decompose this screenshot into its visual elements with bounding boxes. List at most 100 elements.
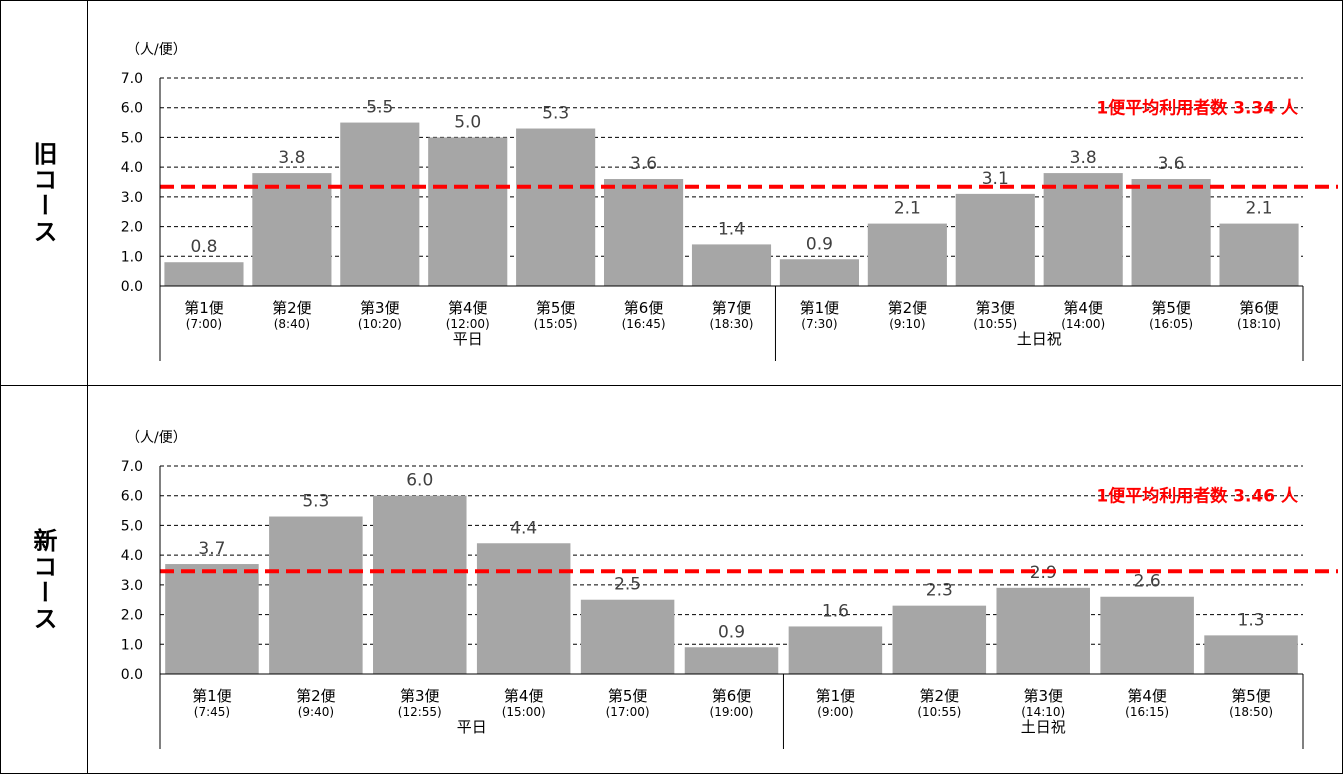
y-tick-label: 3.0 xyxy=(121,578,143,594)
data-label: 5.3 xyxy=(302,492,329,512)
group-label: 平日 xyxy=(453,330,483,348)
x-tick-label: 第3便 xyxy=(975,299,1015,317)
y-tick-label: 4.0 xyxy=(121,548,143,564)
x-tick-label: 第2便 xyxy=(272,299,312,317)
y-unit-label: （人/便） xyxy=(126,430,187,446)
row-label-new-course: 新コース xyxy=(0,386,87,774)
x-tick-label: 第2便 xyxy=(888,299,928,317)
average-label: 1便平均利用者数 3.46 人 xyxy=(1096,486,1299,507)
x-tick-label: 第3便 xyxy=(400,687,440,705)
bar xyxy=(476,543,571,674)
x-tick-time: (9:40) xyxy=(298,705,334,719)
x-tick-time: (9:10) xyxy=(889,317,925,331)
data-label: 3.8 xyxy=(278,148,305,168)
new-course-chart: （人/便） 0.0 1.0 2.0 3.0 4.0 5.0 6.0 7.0 3.7 5.3 6.0 4.… xyxy=(121,430,1338,749)
x-tick-time: (7:00) xyxy=(186,317,222,331)
data-label: 2.6 xyxy=(1134,572,1161,592)
x-tick-label: 第2便 xyxy=(920,687,960,705)
data-label: 2.1 xyxy=(894,199,921,219)
y-tick-label: 4.0 xyxy=(121,160,143,176)
x-tick-label: 第7便 xyxy=(712,299,752,317)
bar xyxy=(604,179,684,286)
x-tick-label: 第4便 xyxy=(1127,687,1167,705)
x-tick-time: (9:00) xyxy=(817,705,853,719)
y-tick-label: 1.0 xyxy=(121,249,143,265)
bar xyxy=(165,564,259,674)
data-label: 1.3 xyxy=(1238,610,1265,630)
new-course-label: 新コース xyxy=(29,528,57,632)
bar xyxy=(516,128,596,286)
x-tick-label: 第2便 xyxy=(296,687,336,705)
bar xyxy=(955,193,1035,286)
data-label: 3.6 xyxy=(630,154,657,174)
row-label-old-course: 旧コース xyxy=(0,0,87,385)
data-label: 0.9 xyxy=(718,622,745,642)
x-tick-time: (12:55) xyxy=(398,705,442,719)
bar xyxy=(1131,179,1211,286)
x-tick-label: 第1便 xyxy=(816,687,856,705)
data-label: 3.8 xyxy=(1070,148,1097,168)
data-label: 3.7 xyxy=(198,539,225,559)
old-course-label: 旧コース xyxy=(29,140,57,245)
x-tick-time: (15:00) xyxy=(502,705,546,719)
x-tick-label: 第1便 xyxy=(800,299,840,317)
x-tick-label: 第6便 xyxy=(624,299,664,317)
data-label: 0.9 xyxy=(806,234,833,254)
data-label: 0.8 xyxy=(190,237,217,257)
bar xyxy=(892,605,987,674)
bar xyxy=(867,223,947,286)
x-tick-label: 第1便 xyxy=(192,687,232,705)
bar xyxy=(252,173,332,286)
x-tick-time: (16:15) xyxy=(1125,705,1169,719)
data-label: 5.5 xyxy=(366,98,393,118)
y-tick-label: 3.0 xyxy=(121,190,143,206)
x-tick-label: 第5便 xyxy=(608,687,648,705)
data-label: 2.3 xyxy=(926,581,953,601)
y-tick-label: 0.0 xyxy=(121,667,143,683)
bar xyxy=(691,244,772,286)
x-tick-label: 第3便 xyxy=(1023,687,1063,705)
group-label: 土日祝 xyxy=(1017,330,1062,348)
y-tick-label: 0.0 xyxy=(121,279,143,295)
x-tick-label: 第4便 xyxy=(1063,299,1103,317)
y-tick-label: 2.0 xyxy=(121,220,143,236)
data-label: 3.6 xyxy=(1158,154,1185,174)
x-tick-time: (16:45) xyxy=(622,317,666,331)
y-tick-label: 6.0 xyxy=(121,489,143,505)
data-label: 4.4 xyxy=(510,518,537,538)
x-tick-label: 第4便 xyxy=(504,687,544,705)
y-unit-label: （人/便） xyxy=(126,42,187,58)
data-label: 2.5 xyxy=(614,575,641,595)
x-tick-label: 第4便 xyxy=(448,299,488,317)
bar xyxy=(269,516,363,674)
x-tick-time: (12:00) xyxy=(446,317,490,331)
x-tick-time: (17:00) xyxy=(606,705,650,719)
x-tick-time: (10:20) xyxy=(358,317,402,331)
x-tick-label: 第6便 xyxy=(1239,299,1279,317)
x-tick-time: (10:55) xyxy=(973,317,1017,331)
x-tick-time: (14:00) xyxy=(1061,317,1105,331)
bar xyxy=(779,259,859,286)
x-tick-label: 第5便 xyxy=(536,299,576,317)
data-label: 6.0 xyxy=(406,471,433,491)
x-tick-time: (7:45) xyxy=(194,705,230,719)
y-tick-label: 6.0 xyxy=(121,101,143,117)
y-tick-label: 7.0 xyxy=(121,459,143,475)
group-label: 平日 xyxy=(457,718,487,736)
bar xyxy=(164,262,244,286)
bar xyxy=(788,626,883,674)
x-tick-time: (16:05) xyxy=(1149,317,1193,331)
x-tick-label: 第1便 xyxy=(184,299,224,317)
bar xyxy=(684,647,779,674)
x-tick-time: (18:50) xyxy=(1229,705,1273,719)
x-tick-time: (7:30) xyxy=(801,317,837,331)
y-tick-label: 7.0 xyxy=(121,71,143,87)
x-tick-time: (18:10) xyxy=(1237,317,1281,331)
average-label: 1便平均利用者数 3.34 人 xyxy=(1096,98,1299,119)
data-label: 2.1 xyxy=(1246,199,1273,219)
old-course-chart: （人/便） 0.0 1.0 2.0 3.0 4.0 5.0 6.0 7.0 0.8 3.8 5.5 5.… xyxy=(121,42,1338,361)
x-tick-time: (19:00) xyxy=(710,705,754,719)
data-label: 1.4 xyxy=(718,219,745,239)
bar xyxy=(428,137,508,286)
bar xyxy=(580,599,675,674)
